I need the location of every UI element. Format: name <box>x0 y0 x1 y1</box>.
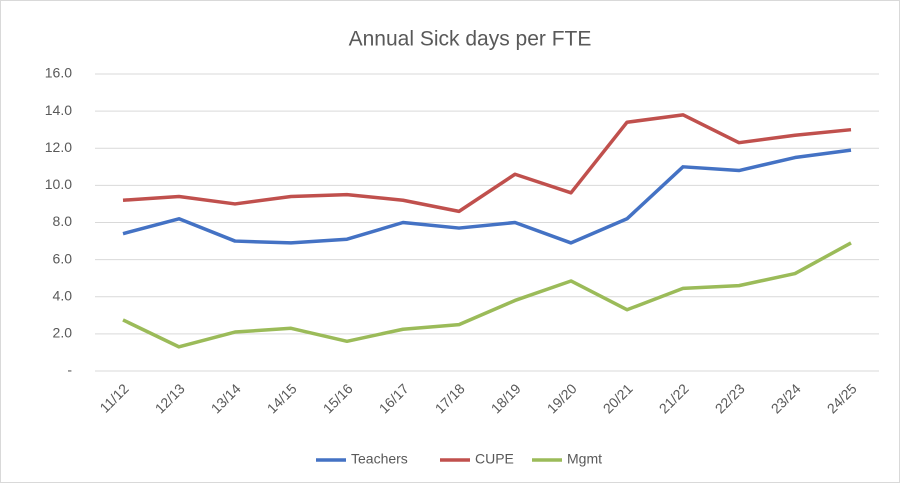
series-line <box>122 241 852 349</box>
y-tick-label: 14.0 <box>45 102 72 118</box>
y-tick-label: 16.0 <box>45 65 72 81</box>
chart-title: Annual Sick days per FTE <box>349 28 592 51</box>
y-tick-label: 12.0 <box>45 139 72 155</box>
y-tick-label: 8.0 <box>53 213 73 229</box>
legend-label: Mgmt <box>567 451 602 467</box>
y-tick-label: - <box>67 362 72 378</box>
y-tick-label: 2.0 <box>53 325 73 341</box>
series-line <box>122 148 852 245</box>
y-tick-label: 10.0 <box>45 176 72 192</box>
legend-label: Teachers <box>351 451 408 467</box>
y-tick-label: 6.0 <box>53 250 73 266</box>
y-tick-label: 4.0 <box>53 287 73 303</box>
series-line <box>122 113 852 214</box>
legend-label: CUPE <box>475 451 514 467</box>
